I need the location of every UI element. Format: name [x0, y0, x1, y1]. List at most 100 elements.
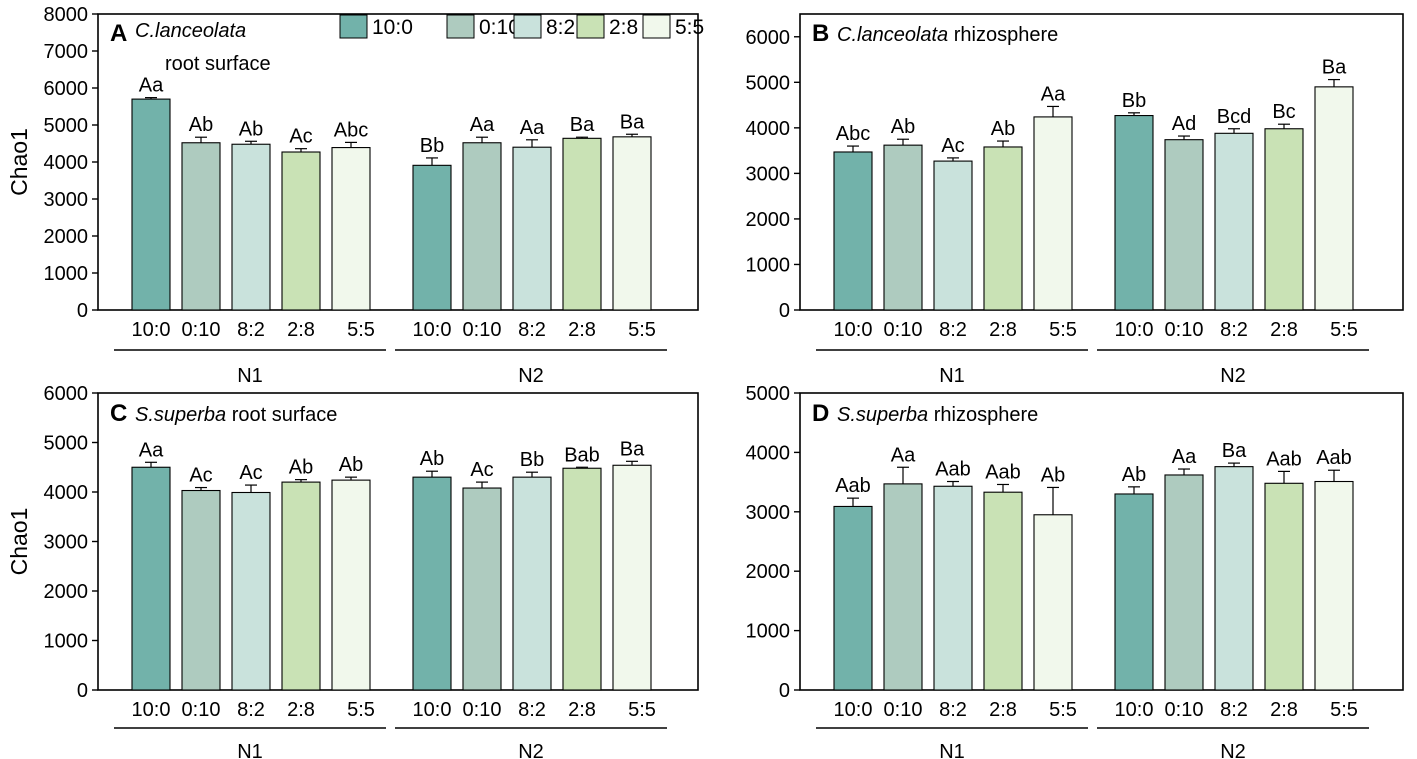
category-label: 8:2 [939, 699, 967, 721]
category-label: 5:5 [628, 699, 656, 721]
significance-label: Ac [239, 462, 262, 484]
legend-swatch [513, 14, 542, 39]
category-label: 5:5 [1330, 319, 1358, 341]
panel-letter: D [812, 400, 829, 427]
bar [562, 467, 602, 691]
y-tick-label: 3000 [746, 502, 791, 524]
category-label: 8:2 [518, 699, 546, 721]
bar [833, 151, 873, 311]
significance-label: Ab [189, 114, 213, 136]
significance-label: Bab [564, 444, 600, 466]
y-tick-label: 5000 [746, 383, 791, 405]
category-label: 2:8 [989, 319, 1017, 341]
significance-label: Ab [339, 454, 363, 476]
legend: 10:0 0:10 8:2 2:8 5:5 [339, 14, 704, 39]
significance-label: Aa [1041, 83, 1066, 105]
y-tick-label: 7000 [44, 41, 89, 63]
legend-swatch [446, 14, 475, 39]
significance-label: Ba [620, 438, 645, 460]
category-label: 8:2 [237, 699, 265, 721]
category-label: 5:5 [347, 699, 375, 721]
category-label: 0:10 [1165, 319, 1204, 341]
category-label: 2:8 [989, 699, 1017, 721]
panel-title-species: S.superba [135, 404, 226, 426]
category-label: 0:10 [463, 699, 502, 721]
bar [612, 136, 652, 311]
y-axis-title: Chao1 [6, 128, 32, 196]
significance-label: Ab [239, 118, 263, 140]
y-tick-label: 1000 [44, 631, 89, 653]
category-label: 8:2 [939, 319, 967, 341]
bar [1264, 128, 1304, 311]
significance-label: Ba [1222, 440, 1247, 462]
bar [1314, 86, 1354, 311]
y-tick-label: 2000 [44, 581, 89, 603]
y-tick-label: 3000 [44, 189, 89, 211]
significance-label: Bb [420, 135, 444, 157]
category-label: 0:10 [463, 319, 502, 341]
panel-a: 0 1000 2000 3000 4000 5000 6000 7000 8000 Chao1 Aa… [6, 4, 699, 387]
legend-label: 8:2 [546, 16, 575, 39]
y-tick-label: 1000 [746, 254, 791, 276]
y-tick-label: 0 [77, 300, 88, 322]
category-label: 8:2 [1220, 699, 1248, 721]
legend-swatch [642, 14, 671, 39]
category-label: 0:10 [1165, 699, 1204, 721]
category-label: 5:5 [628, 319, 656, 341]
y-tick-label: 5000 [746, 72, 791, 94]
significance-label: Aab [985, 461, 1021, 483]
bar [462, 487, 502, 691]
category-label: 10:0 [413, 699, 452, 721]
y-tick-label: 6000 [44, 78, 89, 100]
panel-title-species: C.lanceolata [837, 24, 948, 46]
significance-label: Aa [891, 444, 916, 466]
bar [412, 476, 452, 691]
group-label: N1 [939, 365, 965, 387]
group-label: N1 [237, 741, 263, 759]
category-label: 10:0 [1115, 319, 1154, 341]
y-tick-label: 6000 [746, 27, 791, 49]
bar [1214, 466, 1254, 691]
significance-label: Aa [1172, 446, 1197, 468]
significance-label: Aa [139, 439, 164, 461]
bar [412, 164, 452, 311]
group-label: N1 [237, 365, 263, 387]
bar [512, 146, 552, 311]
bar [231, 143, 271, 311]
y-tick-label: 0 [779, 300, 790, 322]
y-tick-label: 4000 [44, 152, 89, 174]
legend-label: 0:10 [479, 16, 520, 39]
category-label: 10:0 [834, 699, 873, 721]
category-label: 5:5 [1049, 319, 1077, 341]
panel-b: 0 1000 2000 3000 4000 5000 6000 Abc 10:0 Ab 0:10 Ac… [746, 13, 1404, 387]
panel-title: C.lanceolata [135, 20, 246, 42]
y-tick-label: 2000 [44, 226, 89, 248]
category-label: 10:0 [132, 699, 171, 721]
category-label: 2:8 [568, 699, 596, 721]
y-tick-label: 6000 [44, 383, 89, 405]
category-label: 2:8 [1270, 319, 1298, 341]
y-tick-label: 8000 [44, 4, 89, 26]
y-tick-label: 2000 [746, 561, 791, 583]
significance-label: Aa [520, 117, 545, 139]
bar [131, 466, 171, 691]
significance-label: Aab [1316, 447, 1352, 469]
bar [833, 505, 873, 691]
significance-label: Aab [935, 459, 971, 481]
y-tick-label: 1000 [44, 263, 89, 285]
category-label: 0:10 [182, 319, 221, 341]
significance-label: Ba [1322, 57, 1347, 79]
category-label: 2:8 [287, 699, 315, 721]
category-label: 2:8 [287, 319, 315, 341]
panel-title: S.superba root surface [135, 404, 337, 426]
category-label: 8:2 [237, 319, 265, 341]
bar [933, 485, 973, 691]
category-label: 10:0 [1115, 699, 1154, 721]
bar [1114, 115, 1154, 311]
bar [281, 151, 321, 311]
category-label: 8:2 [518, 319, 546, 341]
significance-label: Ac [189, 465, 212, 487]
bar [883, 483, 923, 691]
y-tick-label: 3000 [746, 163, 791, 185]
significance-label: Ac [470, 459, 493, 481]
